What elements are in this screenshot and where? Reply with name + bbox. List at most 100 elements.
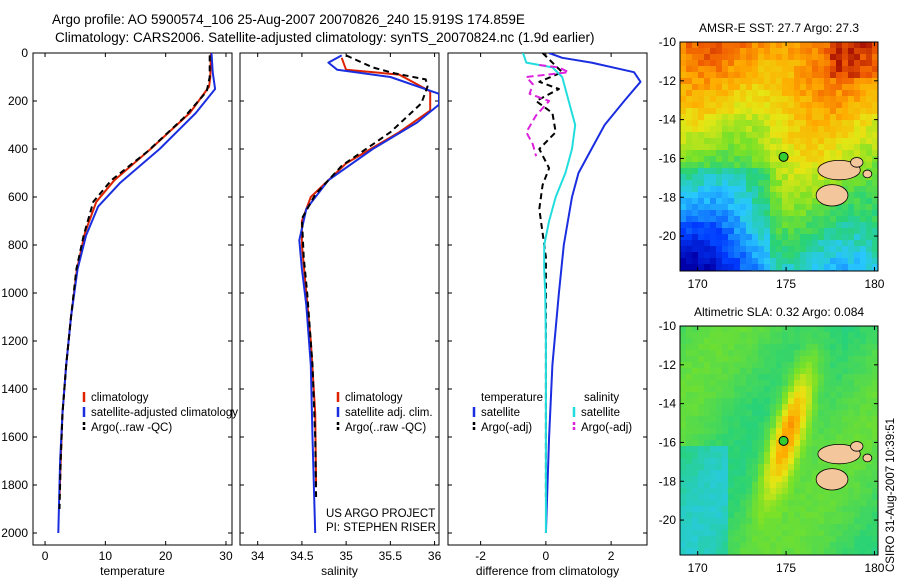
map-cell <box>776 90 783 97</box>
map-cell <box>836 368 843 375</box>
map-cell <box>698 114 705 121</box>
map-cell <box>854 138 861 145</box>
map-cell <box>686 500 693 507</box>
map-cell <box>776 530 783 537</box>
map-cell <box>800 72 807 79</box>
map-cell <box>776 114 783 121</box>
map-cell <box>692 222 699 229</box>
map-cell <box>854 60 861 67</box>
map-cell <box>812 458 819 465</box>
map-cell <box>722 228 729 235</box>
map-cell <box>734 90 741 97</box>
map-cell <box>848 144 855 151</box>
map-cell <box>710 470 717 477</box>
map-cell <box>806 132 813 139</box>
map-cell <box>872 132 878 139</box>
map-cell <box>806 356 813 363</box>
map-cell <box>848 368 855 375</box>
map-cell <box>680 180 687 187</box>
map-cell <box>740 326 747 333</box>
map-cell <box>812 84 819 91</box>
map-cell <box>836 518 843 525</box>
map-cell <box>788 96 795 103</box>
map-cell <box>758 506 765 513</box>
map-cell <box>686 494 693 501</box>
map-cell <box>860 240 867 247</box>
map-cell <box>836 228 843 235</box>
map-cell <box>824 536 831 543</box>
map-cell <box>800 54 807 61</box>
map-cell <box>704 186 711 193</box>
map-cell <box>812 150 819 157</box>
map-cell <box>830 216 837 223</box>
map-cell <box>800 530 807 537</box>
map-cell <box>848 120 855 127</box>
map-cell <box>758 440 765 447</box>
map-cell <box>794 162 801 169</box>
map-cell <box>746 488 753 495</box>
map-cell <box>824 108 831 115</box>
map-cell <box>704 488 711 495</box>
map-cell <box>872 482 878 489</box>
map-y-tick-label: -16 <box>659 151 677 165</box>
map-cell <box>704 78 711 85</box>
map-cell <box>860 78 867 85</box>
map-cell <box>722 416 729 423</box>
map-cell <box>800 542 807 549</box>
map-cell <box>770 416 777 423</box>
map-cell <box>776 222 783 229</box>
map-cell <box>740 470 747 477</box>
map-cell <box>830 96 837 103</box>
map-cell <box>782 120 789 127</box>
map-cell <box>836 548 843 555</box>
map-cell <box>692 84 699 91</box>
map-cell <box>776 494 783 501</box>
map-cell <box>764 186 771 193</box>
map-cell <box>686 416 693 423</box>
map-cell <box>740 338 747 345</box>
map-cell <box>734 446 741 453</box>
map-cell <box>830 246 837 253</box>
map-cell <box>758 470 765 477</box>
map-cell <box>848 210 855 217</box>
map-cell <box>866 150 873 157</box>
map-cell <box>716 440 723 447</box>
map-cell <box>824 204 831 211</box>
map-cell <box>698 180 705 187</box>
map-cell <box>854 338 861 345</box>
map-cell <box>728 344 735 351</box>
map-cell <box>728 90 735 97</box>
map-cell <box>686 210 693 217</box>
map-cell <box>734 398 741 405</box>
map-cell <box>752 84 759 91</box>
map-cell <box>860 332 867 339</box>
map-cell <box>710 132 717 139</box>
map-cell <box>764 174 771 181</box>
map-cell <box>746 506 753 513</box>
map-cell <box>716 464 723 471</box>
map-cell <box>698 404 705 411</box>
map-cell <box>758 434 765 441</box>
map-cell <box>716 66 723 73</box>
map-cell <box>812 48 819 55</box>
map-cell <box>716 362 723 369</box>
map-cell <box>776 428 783 435</box>
map-cell <box>812 332 819 339</box>
map-cell <box>806 434 813 441</box>
series-line <box>298 54 439 534</box>
map-cell <box>758 548 765 555</box>
map-cell <box>692 42 699 49</box>
map-cell <box>680 102 687 109</box>
map-cell <box>764 476 771 483</box>
map-cell <box>710 344 717 351</box>
map-cell <box>740 374 747 381</box>
map-cell <box>722 222 729 229</box>
map-cell <box>686 386 693 393</box>
map-cell <box>794 446 801 453</box>
map-cell <box>764 198 771 205</box>
map-cell <box>752 440 759 447</box>
map-cell <box>806 338 813 345</box>
map-cell <box>734 482 741 489</box>
map-cell <box>788 48 795 55</box>
map-cell <box>746 476 753 483</box>
